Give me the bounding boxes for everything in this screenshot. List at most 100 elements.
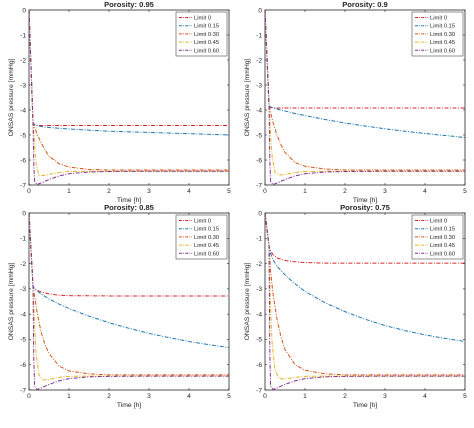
y-tick-label: -5 [20, 337, 26, 344]
y-tick-label: -6 [20, 157, 26, 164]
legend-box [175, 11, 228, 57]
y-tick-label: -5 [20, 132, 26, 139]
y-tick-label: -5 [256, 337, 262, 344]
x-tick-label: 4 [187, 188, 191, 195]
y-tick-label: -2 [256, 261, 262, 268]
y-tick-label: -7 [20, 387, 26, 394]
y-tick-label: -7 [256, 182, 262, 189]
x-tick-label: 1 [303, 393, 307, 400]
chart-title: Porosity: 0.95 [104, 0, 155, 9]
x-tick-label: 4 [187, 393, 191, 400]
series-line [29, 213, 229, 376]
y-tick-label: -6 [20, 362, 26, 369]
x-tick-label: 0 [263, 393, 267, 400]
y-tick-label: 0 [258, 210, 262, 217]
series-line [29, 10, 229, 185]
series-group [265, 10, 465, 185]
x-tick-label: 5 [227, 393, 231, 400]
y-axis-label: ONSAS pressure [mmHg] [8, 262, 15, 340]
y-tick-label: 0 [22, 210, 26, 217]
legend-entry-label: Limit 0.15 [430, 24, 455, 30]
legend: Limit 0 Limit 0.15 Limit 0.30 Limit 0.45 Lim… [411, 11, 464, 57]
x-tick-label: 1 [67, 188, 71, 195]
y-tick-label: -6 [256, 157, 262, 164]
chart-title: Porosity: 0.9 [342, 0, 388, 9]
y-tick-label: -1 [20, 32, 26, 39]
y-tick-label: -5 [256, 132, 262, 139]
x-tick-label: 0 [27, 393, 31, 400]
y-tick-label: -2 [20, 57, 26, 64]
x-tick-label: 5 [463, 188, 467, 195]
series-line [265, 10, 465, 185]
legend-entry-label: Limit 0.45 [430, 243, 455, 249]
y-tick-label: 0 [258, 7, 262, 14]
chart-title: Porosity: 0.75 [340, 203, 391, 212]
x-tick-label: 5 [463, 393, 467, 400]
y-tick-label: -1 [20, 236, 26, 243]
x-tick-label: 4 [423, 188, 427, 195]
y-axis-label: ONSAS pressure [mmHg] [8, 58, 15, 136]
x-tick-label: 3 [383, 393, 387, 400]
x-axis-label: Time [h] [353, 197, 377, 204]
legend-box [411, 11, 464, 57]
series-group [29, 10, 229, 185]
y-tick-label: -4 [20, 311, 26, 318]
x-tick-label: 3 [383, 188, 387, 195]
series-line [29, 10, 229, 171]
legend: Limit 0 Limit 0.15 Limit 0.30 Limit 0.45 Lim… [175, 214, 228, 260]
chart-panel: 0 1 2 3 4 5 0 -1 -2 -3 -4 -5 -6 -7 Porosity: 0.75 Time … [244, 203, 467, 409]
y-tick-label: -1 [256, 32, 262, 39]
y-tick-label: 0 [22, 7, 26, 14]
y-axis-label: ONSAS pressure [mmHg] [244, 262, 251, 340]
x-axis-label: Time [h] [117, 197, 141, 204]
series-line [265, 213, 465, 390]
x-tick-label: 3 [147, 393, 151, 400]
x-tick-label: 2 [107, 188, 111, 195]
x-axis-label: Time [h] [353, 402, 377, 409]
series-line [265, 10, 465, 171]
y-tick-label: -7 [20, 182, 26, 189]
legend: Limit 0 Limit 0.15 Limit 0.30 Limit 0.45 Lim… [175, 11, 228, 57]
series-line [265, 213, 465, 264]
series-line [265, 213, 465, 376]
y-tick-label: -4 [256, 107, 262, 114]
legend-box [175, 214, 228, 260]
x-tick-label: 3 [147, 188, 151, 195]
x-tick-label: 4 [423, 393, 427, 400]
y-tick-label: -7 [256, 387, 262, 394]
legend-entry-label: Limit 0.15 [194, 227, 219, 233]
y-tick-label: -4 [256, 311, 262, 318]
x-axis-label: Time [h] [117, 402, 141, 409]
chart-panel: 0 1 2 3 4 5 0 -1 -2 -3 -4 -5 -6 -7 Porosity: 0.9 Time [… [244, 0, 467, 204]
legend-entry-label: Limit 0.30 [430, 32, 455, 38]
legend-entry-label: Limit 0.60 [430, 48, 455, 54]
y-axis-label: ONSAS pressure [mmHg] [244, 58, 251, 136]
legend-entry-label: Limit 0 [430, 219, 447, 225]
legend-entry-label: Limit 0.45 [430, 40, 455, 46]
legend-entry-label: Limit 0.45 [194, 243, 219, 249]
series-line [265, 10, 465, 138]
legend-entry-label: Limit 0 [430, 16, 447, 22]
series-group [29, 213, 229, 390]
y-tick-label: -4 [20, 107, 26, 114]
legend-entry-label: Limit 0 [194, 219, 211, 225]
chart-panel: 0 1 2 3 4 5 0 -1 -2 -3 -4 -5 -6 -7 Porosity: 0.85 Time … [8, 203, 231, 409]
x-tick-label: 2 [107, 393, 111, 400]
legend-entry-label: Limit 0.15 [194, 24, 219, 30]
legend-entry-label: Limit 0.60 [194, 251, 219, 257]
legend-entry-label: Limit 0 [194, 16, 211, 22]
y-tick-label: -3 [256, 286, 262, 293]
y-tick-label: -2 [20, 261, 26, 268]
y-tick-label: -1 [256, 236, 262, 243]
y-tick-label: -3 [256, 82, 262, 89]
legend-box [411, 214, 464, 260]
legend-entry-label: Limit 0.15 [430, 227, 455, 233]
x-tick-label: 1 [303, 188, 307, 195]
y-tick-label: -3 [20, 82, 26, 89]
chart-panel: 0 1 2 3 4 5 0 -1 -2 -3 -4 -5 -6 -7 Porosity: 0.95 Time … [8, 0, 231, 204]
series-line [265, 10, 465, 176]
x-tick-label: 0 [263, 188, 267, 195]
legend-entry-label: Limit 0.30 [430, 235, 455, 241]
y-tick-label: -2 [256, 57, 262, 64]
